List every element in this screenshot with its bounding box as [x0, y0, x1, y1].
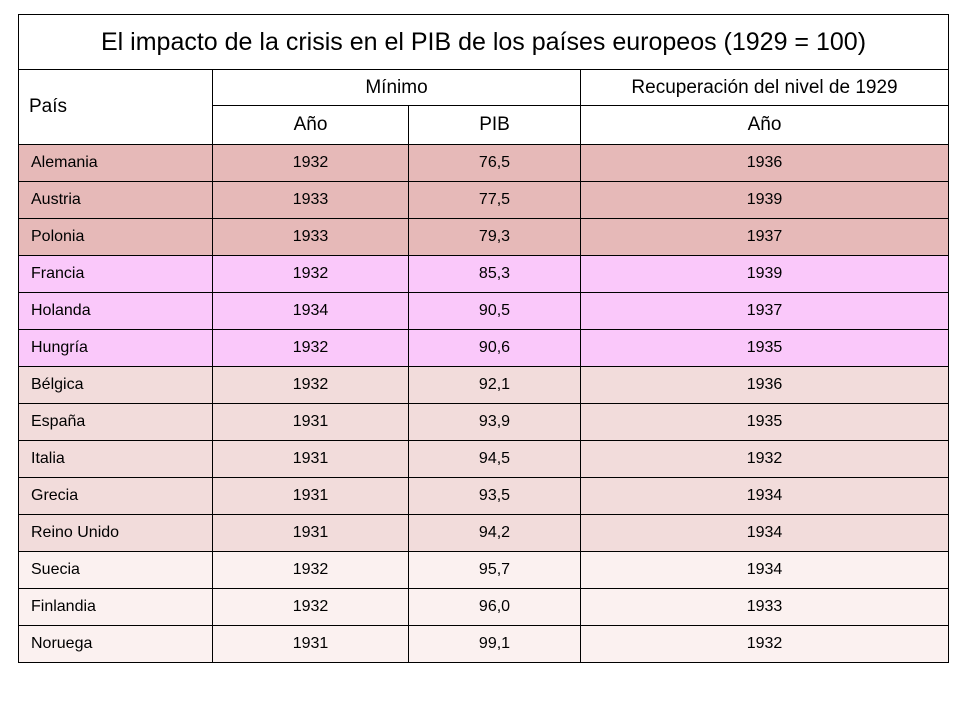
recovery-year-cell: 1937: [579, 218, 950, 256]
recovery-year-cell: 1936: [579, 144, 950, 182]
min-gdp-cell: 85,3: [408, 255, 581, 293]
header-row-groups: País Mínimo Recuperación del nivel de 19…: [18, 69, 950, 145]
min-year-cell: 1931: [212, 477, 409, 515]
country-cell: Hungría: [18, 329, 213, 367]
recovery-year-cell: 1936: [579, 366, 950, 404]
table-row: Hungría 1932 90,6 1935: [18, 329, 950, 367]
min-gdp-cell: 79,3: [408, 218, 581, 256]
country-cell: Bélgica: [18, 366, 213, 404]
recovery-year-cell: 1933: [579, 588, 950, 626]
recovery-year-cell: 1932: [579, 625, 950, 663]
country-cell: Noruega: [18, 625, 213, 663]
country-cell: Finlandia: [18, 588, 213, 626]
recovery-year-cell: 1935: [579, 403, 950, 441]
table-row: Reino Unido 1931 94,2 1934: [18, 514, 950, 552]
recovery-year-cell: 1939: [579, 255, 950, 293]
min-gdp-cell: 92,1: [408, 366, 581, 404]
gdp-crisis-table: El impacto de la crisis en el PIB de los…: [17, 14, 950, 663]
header-min-year: Año: [212, 105, 409, 145]
min-year-cell: 1933: [212, 181, 409, 219]
country-cell: Francia: [18, 255, 213, 293]
recovery-year-cell: 1937: [579, 292, 950, 330]
min-year-cell: 1931: [212, 440, 409, 478]
recovery-year-cell: 1934: [579, 514, 950, 552]
table-row: Suecia 1932 95,7 1934: [18, 551, 950, 589]
table-row: Austria 1933 77,5 1939: [18, 181, 950, 219]
table-title: El impacto de la crisis en el PIB de los…: [17, 14, 950, 70]
min-gdp-cell: 93,9: [408, 403, 581, 441]
min-year-cell: 1932: [212, 255, 409, 293]
table-title-row: El impacto de la crisis en el PIB de los…: [17, 14, 950, 70]
header-recovery-group: Recuperación del nivel de 1929: [579, 69, 950, 106]
min-year-cell: 1932: [212, 144, 409, 182]
recovery-year-cell: 1935: [579, 329, 950, 367]
min-year-cell: 1933: [212, 218, 409, 256]
table-row: Bélgica 1932 92,1 1936: [18, 366, 950, 404]
table-row: Noruega 1931 99,1 1932: [18, 625, 950, 663]
min-gdp-cell: 77,5: [408, 181, 581, 219]
recovery-year-cell: 1934: [579, 477, 950, 515]
country-cell: Holanda: [18, 292, 213, 330]
min-gdp-cell: 95,7: [408, 551, 581, 589]
table-row: Finlandia 1932 96,0 1933: [18, 588, 950, 626]
min-year-cell: 1932: [212, 329, 409, 367]
min-gdp-cell: 96,0: [408, 588, 581, 626]
min-gdp-cell: 99,1: [408, 625, 581, 663]
min-year-cell: 1931: [212, 625, 409, 663]
country-cell: Suecia: [18, 551, 213, 589]
table-row: Francia 1932 85,3 1939: [18, 255, 950, 293]
table-body: Alemania 1932 76,5 1936 Austria 1933 77,5 1939 P…: [18, 144, 950, 663]
table-row: Grecia 1931 93,5 1934: [18, 477, 950, 515]
min-year-cell: 1932: [212, 588, 409, 626]
min-year-cell: 1932: [212, 551, 409, 589]
min-gdp-cell: 90,5: [408, 292, 581, 330]
header-recovery-year: Año: [579, 105, 950, 145]
country-cell: Alemania: [18, 144, 213, 182]
recovery-year-cell: 1932: [579, 440, 950, 478]
header-row-columns: Año PIB Año: [19, 105, 950, 145]
table-row: Polonia 1933 79,3 1937: [18, 218, 950, 256]
header-country: País: [18, 69, 213, 145]
country-cell: Reino Unido: [18, 514, 213, 552]
table-row: Alemania 1932 76,5 1936: [18, 144, 950, 182]
country-cell: Polonia: [18, 218, 213, 256]
country-cell: Italia: [18, 440, 213, 478]
min-gdp-cell: 76,5: [408, 144, 581, 182]
min-year-cell: 1931: [212, 514, 409, 552]
recovery-year-cell: 1939: [579, 181, 950, 219]
table-row: España 1931 93,9 1935: [18, 403, 950, 441]
min-year-cell: 1931: [212, 403, 409, 441]
country-cell: España: [18, 403, 213, 441]
min-gdp-cell: 94,2: [408, 514, 581, 552]
header-min-gdp: PIB: [408, 105, 581, 145]
min-gdp-cell: 94,5: [408, 440, 581, 478]
country-cell: Grecia: [18, 477, 213, 515]
min-year-cell: 1932: [212, 366, 409, 404]
table-row: Italia 1931 94,5 1932: [18, 440, 950, 478]
header-minimum-group: Mínimo: [212, 69, 581, 106]
recovery-year-cell: 1934: [579, 551, 950, 589]
min-gdp-cell: 90,6: [408, 329, 581, 367]
min-gdp-cell: 93,5: [408, 477, 581, 515]
min-year-cell: 1934: [212, 292, 409, 330]
country-cell: Austria: [18, 181, 213, 219]
table-row: Holanda 1934 90,5 1937: [18, 292, 950, 330]
